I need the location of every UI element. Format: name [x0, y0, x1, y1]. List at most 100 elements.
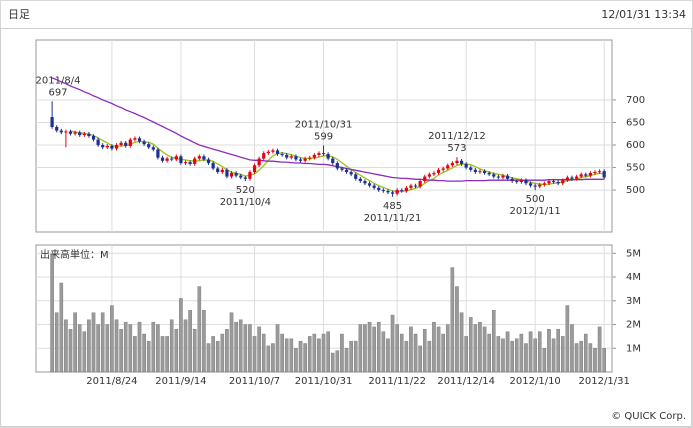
x-tick-label: 2011/8/24 [86, 376, 137, 387]
candle-body [156, 149, 160, 158]
volume-bar [340, 333, 344, 373]
candle-body [602, 171, 606, 178]
volume-bar [482, 326, 487, 373]
volume-bar [363, 324, 367, 373]
volume-bar [197, 286, 202, 373]
candle-body [423, 176, 427, 182]
candle-body [570, 177, 574, 179]
candle-body [528, 183, 533, 186]
volume-bar [73, 312, 77, 373]
candle-body [344, 169, 349, 173]
candle-body [133, 138, 137, 140]
candle-body [229, 172, 234, 177]
candle-body [220, 169, 224, 173]
volume-bar [137, 321, 142, 373]
candle-body [197, 156, 201, 159]
volume-bar [372, 326, 376, 373]
candle-body [574, 176, 579, 179]
candle-body [174, 156, 178, 160]
volume-bar [390, 314, 395, 373]
candle-body [312, 154, 316, 158]
candle-body [455, 160, 459, 164]
candle-body [137, 138, 142, 142]
volume-bar [542, 348, 547, 373]
x-tick-label: 2012/1/10 [510, 376, 561, 387]
annotation-price: 697 [48, 87, 67, 98]
candle-body [515, 181, 519, 183]
candle-body [478, 171, 482, 173]
candle-body [496, 176, 500, 178]
candle-body [252, 165, 257, 173]
candle-body [505, 175, 510, 179]
volume-bar [64, 319, 68, 373]
volume-bar [160, 336, 165, 373]
y-tick-label: 650 [626, 117, 645, 128]
x-tick-label: 2012/1/31 [579, 376, 630, 387]
volume-bar [100, 312, 105, 373]
candle-body [367, 183, 372, 186]
annotation-date: 2011/11/21 [364, 213, 422, 224]
candle-body [105, 145, 109, 148]
candle-body [404, 187, 408, 191]
volume-bar [252, 336, 257, 373]
candle-body [308, 157, 312, 159]
volume-bar [487, 333, 491, 373]
y-tick-label: 5M [626, 248, 641, 259]
candle-body [556, 181, 560, 184]
candle-body [188, 162, 192, 164]
volume-bar [151, 321, 156, 373]
candle-body [234, 172, 238, 176]
candle-body [459, 160, 464, 164]
candle-body [285, 154, 289, 158]
candle-body [298, 159, 303, 161]
annotation-date: 2011/10/31 [295, 119, 353, 130]
candle-body [579, 174, 583, 177]
candle-body [331, 158, 335, 164]
candle-body [275, 150, 280, 155]
volume-bar [404, 340, 409, 373]
volume-bar [386, 338, 390, 373]
volume-bar [514, 338, 519, 373]
volume-bar [551, 338, 556, 373]
candle-body [565, 177, 569, 181]
volume-bar [459, 312, 464, 373]
candle-body [561, 180, 565, 184]
volume-bar [298, 340, 303, 373]
volume-bar [133, 336, 137, 373]
candle-body [170, 158, 174, 160]
annotation-date: 2011/10/4 [220, 197, 271, 208]
volume-bar [524, 343, 528, 373]
candle-body [73, 132, 77, 134]
volume-bar [77, 324, 82, 373]
volume-bar [399, 333, 404, 373]
annotation-date: 2012/1/11 [510, 206, 561, 217]
candle-body [593, 172, 597, 174]
candle-body [243, 177, 247, 179]
volume-bar [289, 338, 294, 373]
candle-body [501, 175, 505, 178]
candle-body [400, 190, 404, 192]
volume-bar [491, 310, 496, 373]
volume-bar [445, 324, 450, 373]
volume-bar [119, 329, 123, 373]
volume-bar [330, 352, 335, 373]
candle-body [119, 142, 123, 146]
volume-bar [156, 324, 160, 373]
volume-bar [206, 343, 211, 373]
annotation-date: 2011/12/12 [428, 131, 486, 142]
volume-bar [280, 333, 284, 373]
candle-body [91, 136, 96, 140]
candle-body [110, 145, 114, 149]
volume-bar [183, 319, 188, 373]
candle-body [464, 163, 468, 168]
volume-bar [179, 298, 183, 373]
volume-bar [87, 319, 91, 373]
volume-bar [257, 326, 261, 373]
candle-body [386, 190, 390, 193]
volume-bar [455, 286, 459, 373]
volume-bar [275, 324, 280, 373]
volume-bar [473, 324, 478, 373]
copyright: © QUICK Corp. [611, 411, 686, 422]
candle-body [266, 151, 270, 154]
